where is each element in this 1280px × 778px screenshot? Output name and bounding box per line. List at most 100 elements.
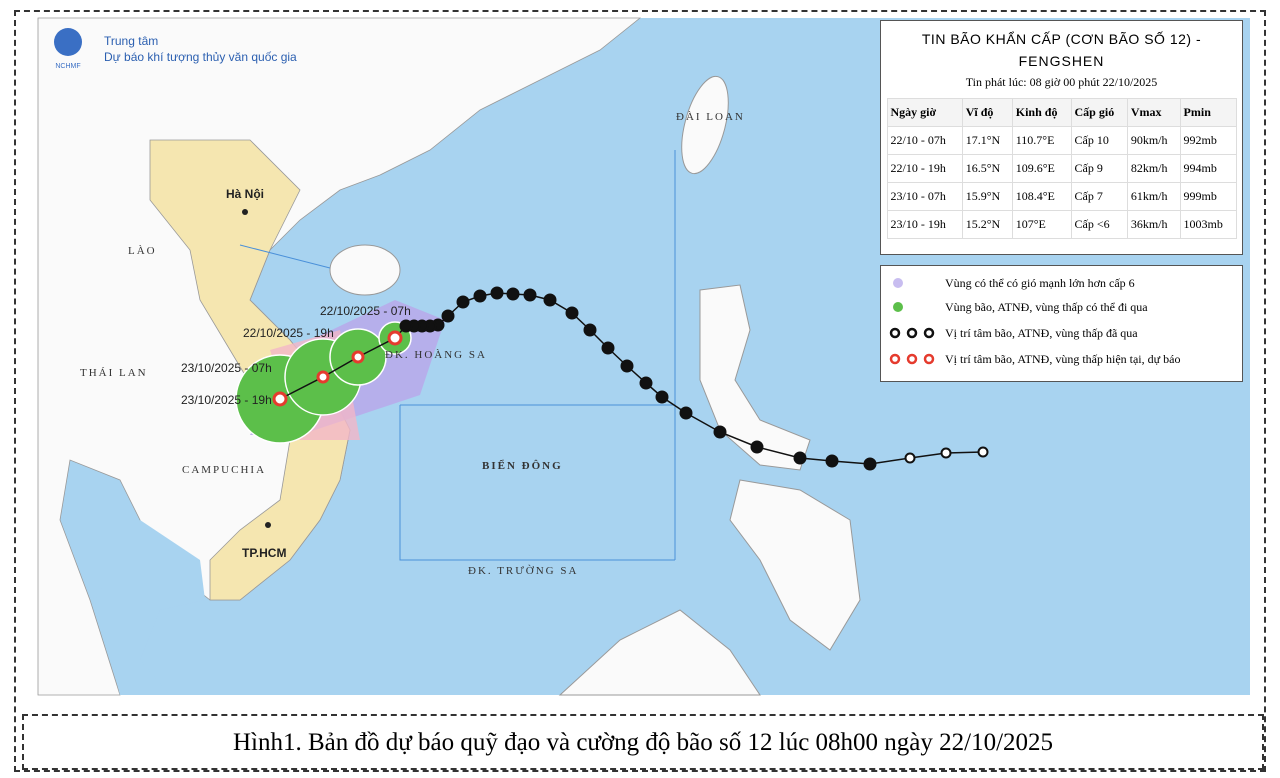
forecast-label: 23/10/2025 - 07h (181, 361, 272, 375)
past-position (490, 286, 504, 300)
table-header: Pmin (1179, 98, 1237, 127)
forecast-table: Ngày giờ Vĩ độ Kinh độ Cấp gió Vmax Pmin 22/10… (886, 98, 1237, 239)
gulf-of-thailand (95, 520, 205, 695)
visayas-mindanao (729, 479, 861, 651)
table-row: 23/10 - 19h 15.2°N 107°E Cấp <6 36km/h 1003mb (886, 210, 1237, 239)
table-header: Ngày giờ (886, 98, 963, 127)
table-cell: Cấp <6 (1070, 210, 1128, 239)
legend: Vùng có thể có gió mạnh lớn hơn cấp 6 Vù… (880, 265, 1243, 382)
info-title: FENGSHEN (1018, 53, 1105, 69)
outer-border (14, 10, 1266, 772)
legend-swatch (889, 353, 935, 365)
table-cell: 90km/h (1126, 126, 1181, 155)
map-label: TP.HCM (242, 546, 286, 560)
table-cell: 15.9°N (961, 182, 1013, 211)
legend-swatch (893, 278, 903, 288)
past-position (977, 446, 989, 458)
boundary-lines (239, 150, 676, 561)
table-row: 23/10 - 07h 15.9°N 108.4°E Cấp 7 61km/h 999mb (886, 182, 1237, 211)
map-label: THÁI LAN (80, 367, 148, 379)
table-cell: 107°E (1011, 210, 1072, 239)
past-position (456, 295, 470, 309)
past-position (679, 406, 693, 420)
issued-time: Tin phát lúc: 08 giờ 00 phút 22/10/2025 (965, 75, 1158, 89)
past-position (543, 293, 557, 307)
past-positions (399, 286, 989, 471)
borneo (558, 609, 761, 696)
table-cell: 17.1°N (961, 126, 1013, 155)
map-label: ĐÀI LOAN (676, 111, 745, 123)
table-cell: 16.5°N (961, 154, 1013, 183)
map-label: BIỂN ĐÔNG (482, 459, 563, 472)
forecast-label: 22/10/2025 - 07h (320, 304, 411, 318)
hainan (329, 244, 401, 296)
past-position (940, 447, 952, 459)
taiwan (681, 75, 729, 175)
table-row: 22/10 - 19h 16.5°N 109.6°E Cấp 9 82km/h 994mb (886, 154, 1237, 183)
legend-swatch (889, 327, 935, 339)
legend-item: Vùng bão, ATNĐ, vùng thấp có thể đi qua (945, 300, 1148, 314)
past-position (565, 306, 579, 320)
table-cell: Cấp 10 (1070, 126, 1128, 155)
legend-item: Vị trí tâm bão, ATNĐ, vùng thấp đã qua (945, 326, 1138, 340)
past-position (583, 323, 597, 337)
table-cell: 15.2°N (961, 210, 1013, 239)
logo (54, 28, 82, 56)
city-dot (242, 209, 248, 215)
table-cell: 108.4°E (1011, 182, 1072, 211)
table-cell: 22/10 - 19h (886, 154, 963, 183)
table-cell: 61km/h (1126, 182, 1181, 211)
forecast-position (316, 370, 330, 384)
past-position (713, 425, 727, 439)
table-cell: 23/10 - 07h (886, 182, 963, 211)
past-position (750, 440, 764, 454)
map-label: Hà Nội (226, 187, 264, 201)
past-position (523, 288, 537, 302)
legend-item: Vị trí tâm bão, ATNĐ, vùng thấp hiện tại… (945, 352, 1181, 366)
forecast-positions (272, 330, 403, 407)
past-position (639, 376, 653, 390)
info-title: TIN BÃO KHẨN CẤP (CƠN BÃO SỐ 12) - (921, 31, 1202, 47)
table-cell: 992mb (1179, 126, 1237, 155)
table-header: Vmax (1126, 98, 1181, 127)
table-header: Vĩ độ (961, 98, 1013, 127)
past-position (793, 451, 807, 465)
caption: Hình1. Bản đồ dự báo quỹ đạo và cường độ… (22, 714, 1264, 770)
table-header-row: Ngày giờ Vĩ độ Kinh độ Cấp gió Vmax Pmin (886, 98, 1237, 127)
table-cell: 36km/h (1126, 210, 1181, 239)
past-position (441, 309, 455, 323)
map-label: ĐK. HOÀNG SA (385, 349, 487, 361)
past-position (399, 319, 413, 333)
info-box: TIN BÃO KHẨN CẤP (CƠN BÃO SỐ 12) - FENGS… (880, 20, 1243, 255)
past-position (620, 359, 634, 373)
past-position (863, 457, 877, 471)
past-position (825, 454, 839, 468)
table-header: Cấp gió (1070, 98, 1128, 127)
table-cell: 1003mb (1179, 210, 1237, 239)
forecast-label: 23/10/2025 - 19h (181, 393, 272, 407)
org-name: Trung tâm (104, 34, 158, 48)
map-label: LÀO (128, 245, 157, 257)
legend-symbols (889, 278, 935, 365)
legend-swatch (893, 302, 903, 312)
forecast-position (351, 350, 365, 364)
past-position (904, 452, 916, 464)
table-cell: 22/10 - 07h (886, 126, 963, 155)
logo-text: NCHMF (55, 63, 80, 70)
table-cell: 109.6°E (1011, 154, 1072, 183)
forecast-label: 22/10/2025 - 19h (243, 326, 334, 340)
table-cell: Cấp 7 (1070, 182, 1128, 211)
org-name: Dự báo khí tượng thủy văn quốc gia (104, 50, 297, 64)
table-cell: 110.7°E (1011, 126, 1072, 155)
map-label: CAMPUCHIA (182, 464, 266, 476)
current-position (387, 330, 403, 346)
table-cell: 23/10 - 19h (886, 210, 963, 239)
city-dot (265, 522, 271, 528)
past-position (506, 287, 520, 301)
legend-item: Vùng có thể có gió mạnh lớn hơn cấp 6 (945, 276, 1135, 290)
past-position (601, 341, 615, 355)
table-cell: 994mb (1179, 154, 1237, 183)
table-cell: 82km/h (1126, 154, 1181, 183)
past-position (655, 390, 669, 404)
